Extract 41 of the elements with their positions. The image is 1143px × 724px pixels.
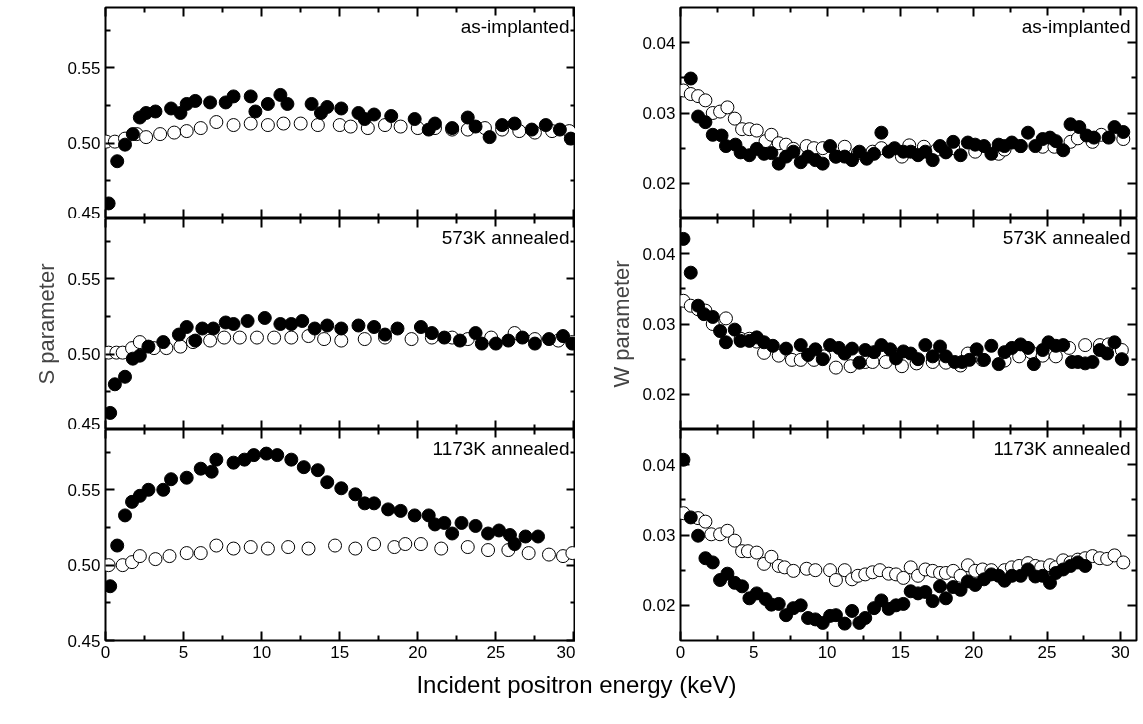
y-tick-label: 0.03	[642, 526, 676, 545]
x-tick-label: 20	[964, 642, 984, 662]
y-tick-label: 0.45	[67, 631, 101, 651]
y-tick-label: 0.04	[642, 244, 676, 264]
y-axis-title: W parameter	[609, 260, 635, 388]
x-tick-label: 15	[890, 642, 910, 662]
y-tick-label: 0.55	[67, 480, 101, 500]
x-tick-label: 5	[749, 642, 759, 662]
y-tick-label: 0.55	[67, 269, 101, 289]
x-tick-label: 25	[486, 642, 506, 662]
annotation: 573K annealed	[1002, 226, 1131, 248]
y-tick-label: 0.04	[642, 33, 676, 53]
y-tick-label: 0.50	[67, 345, 101, 365]
x-tick-label: 15	[330, 642, 350, 662]
y-tick-label: 0.45	[67, 414, 101, 434]
annotation: 1173K annealed	[993, 437, 1131, 459]
y-tick-label: 0.50	[67, 134, 101, 154]
annotation: as-implanted	[1021, 15, 1131, 37]
x-tick-label: 5	[178, 642, 189, 662]
y-tick-label: 0.03	[642, 315, 676, 334]
x-tick-label: 25	[1037, 642, 1057, 662]
y-tick-label: 0.02	[642, 174, 676, 194]
y-axis-title: S parameter	[34, 263, 60, 385]
annotation: 1173K annealed	[432, 437, 570, 459]
x-tick-label: 0	[100, 642, 111, 662]
x-tick-label: 30	[1110, 642, 1130, 662]
annotation: as-implanted	[460, 15, 570, 37]
y-tick-label: 0.04	[642, 455, 676, 475]
x-tick-label: 10	[252, 642, 272, 662]
y-tick-label: 0.55	[67, 58, 101, 78]
annotation: 573K annealed	[441, 226, 570, 248]
y-tick-label: 0.50	[67, 556, 101, 576]
x-tick-label: 0	[675, 642, 686, 662]
y-tick-label: 0.02	[642, 385, 676, 405]
x-tick-label: 20	[408, 642, 428, 662]
x-tick-label: 10	[817, 642, 837, 662]
x-tick-label: 30	[556, 642, 576, 662]
y-tick-label: 0.03	[642, 104, 676, 123]
y-tick-label: 0.02	[642, 596, 676, 616]
y-tick-label: 0.45	[67, 203, 101, 223]
x-axis-title: Incident positron energy (keV)	[416, 670, 737, 700]
